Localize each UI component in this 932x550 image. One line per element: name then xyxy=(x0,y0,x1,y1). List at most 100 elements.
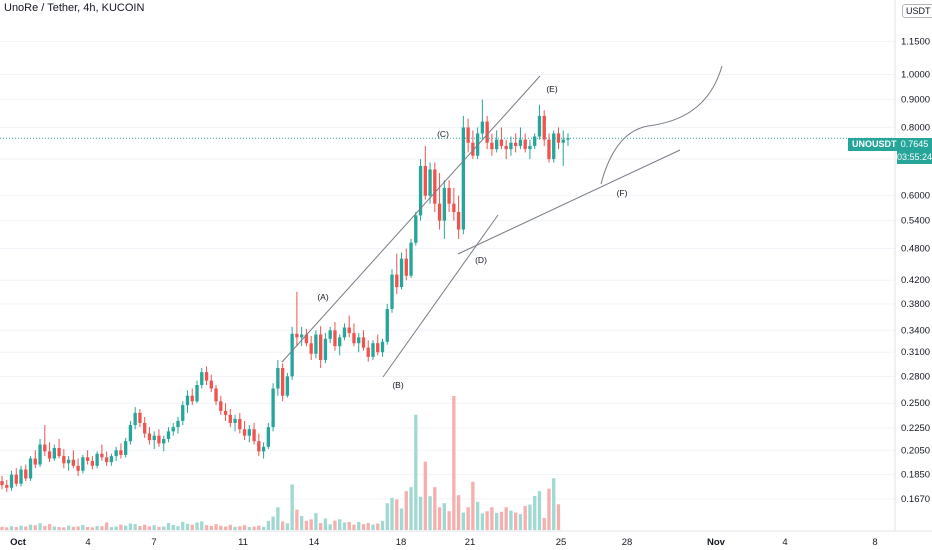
volume-bar xyxy=(138,525,142,530)
candle-body xyxy=(43,444,47,452)
volume-bar xyxy=(523,505,527,530)
candle-body xyxy=(380,341,385,353)
candle-body xyxy=(295,333,299,338)
volume-bar xyxy=(447,511,451,530)
volume-bar xyxy=(109,527,114,530)
candle-body xyxy=(352,333,356,344)
volume-bar xyxy=(319,523,323,530)
volume-bar xyxy=(119,524,123,530)
y-tick-label: 0.1850 xyxy=(901,470,930,481)
candle-body xyxy=(323,338,328,360)
candle-body xyxy=(62,456,66,464)
candle-body xyxy=(47,451,52,459)
support-line-d-f xyxy=(457,149,681,255)
wave-label-c: (C) xyxy=(437,129,449,139)
symbol-price-tag: UNOUSDT xyxy=(848,138,901,151)
candle-body xyxy=(123,441,128,455)
volume-bar xyxy=(295,509,299,530)
volume-bar xyxy=(442,503,447,530)
candle-body xyxy=(223,410,228,415)
candle-body xyxy=(371,343,375,357)
candle-body xyxy=(485,121,489,143)
volume-bar xyxy=(352,524,356,530)
wave-label-b: (B) xyxy=(392,380,404,390)
candle-body xyxy=(76,465,80,471)
candle-body xyxy=(523,139,527,150)
volume-bar xyxy=(242,525,247,530)
currency-badge[interactable]: USDT xyxy=(902,4,932,18)
volume-bar xyxy=(395,499,399,530)
volume-bar xyxy=(166,523,171,530)
x-tick-label: 11 xyxy=(238,537,248,548)
volume-bar xyxy=(38,523,42,530)
volume-bar xyxy=(195,522,199,530)
candle-body xyxy=(480,121,485,134)
volume-bar xyxy=(257,525,261,530)
candle-body xyxy=(561,139,565,143)
volume-bar xyxy=(5,527,9,530)
candle-body xyxy=(162,438,166,444)
candle-body xyxy=(366,347,370,357)
candle-body xyxy=(442,187,447,221)
candle-body xyxy=(509,142,513,150)
candle-body xyxy=(185,395,190,406)
candle-body xyxy=(309,343,313,354)
volume-bar xyxy=(499,511,504,530)
volume-bar xyxy=(404,491,408,530)
x-tick-label: 25 xyxy=(556,537,567,548)
candle-body xyxy=(81,457,85,471)
candle-body xyxy=(271,388,275,428)
volume-bar xyxy=(271,516,275,530)
x-tick-label: 7 xyxy=(151,537,156,548)
volume-bar xyxy=(537,491,542,530)
volume-bar xyxy=(176,526,180,530)
volume-bar xyxy=(214,524,218,530)
volume-bar xyxy=(552,478,556,530)
candle-body xyxy=(5,485,9,488)
volume-bar xyxy=(323,518,328,530)
candle-body xyxy=(166,431,171,439)
candle-body xyxy=(347,327,351,334)
wave-label-d: (D) xyxy=(475,255,487,265)
candle-body xyxy=(257,441,261,452)
volume-bar xyxy=(366,523,370,530)
x-tick-label: 4 xyxy=(782,537,787,548)
candle-body xyxy=(418,165,423,216)
candle-body xyxy=(385,308,389,342)
volume-bar xyxy=(252,526,256,530)
projected-path-curve xyxy=(600,65,723,185)
candle-body xyxy=(447,187,451,204)
x-tick-label: 8 xyxy=(872,537,877,548)
last-price-tag: 0.7645 03:55:24 xyxy=(897,138,932,164)
candle-body xyxy=(28,458,33,479)
x-tick-label: 18 xyxy=(396,537,407,548)
candle-body xyxy=(528,145,532,150)
volume-bar xyxy=(409,487,413,530)
volume-bar xyxy=(357,521,361,530)
volume-bar xyxy=(485,511,489,530)
volume-bar xyxy=(333,520,337,530)
candle-body xyxy=(190,395,194,402)
candle-body xyxy=(466,127,470,143)
candle-body xyxy=(542,115,546,140)
candle-body xyxy=(100,453,104,458)
x-axis: Oct 4 7 11 14 18 21 25 28 Nov 4 8 xyxy=(10,537,878,548)
candles xyxy=(0,99,570,492)
last-price-value: 0.7645 xyxy=(900,139,929,149)
candle-body xyxy=(195,384,199,402)
volume-bar xyxy=(347,521,351,530)
volume-bar xyxy=(9,526,14,530)
y-tick-label: 0.2800 xyxy=(901,371,930,382)
candle-body xyxy=(499,139,504,146)
candle-body xyxy=(228,414,232,423)
volume-bar xyxy=(304,520,309,530)
candle-body xyxy=(357,337,361,344)
y-tick-label: 1.0000 xyxy=(901,70,930,81)
candle-body xyxy=(504,145,508,150)
candle-body xyxy=(247,429,251,436)
candle-body xyxy=(452,203,456,212)
wave-label-f: (F) xyxy=(617,188,628,198)
volume-bar xyxy=(152,525,156,530)
volume-bar xyxy=(85,527,90,530)
